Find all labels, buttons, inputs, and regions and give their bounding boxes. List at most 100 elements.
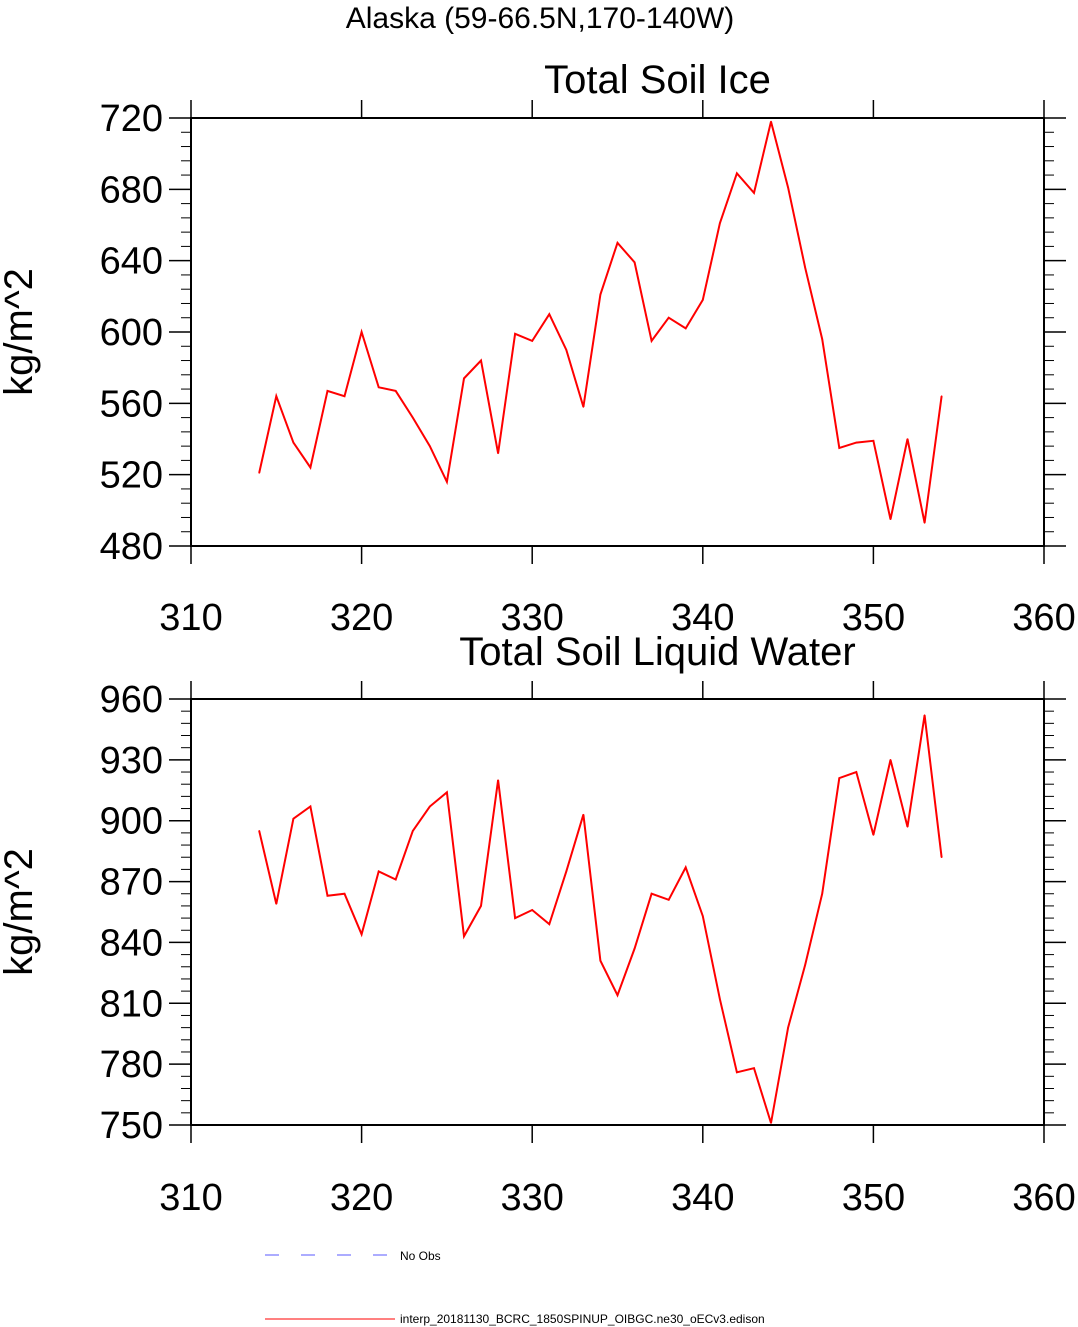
data-point	[429, 445, 431, 447]
data-point	[377, 386, 380, 389]
data-point	[872, 834, 875, 836]
data-point	[855, 441, 858, 444]
data-point	[633, 261, 636, 264]
data-point	[804, 963, 806, 966]
data-point	[633, 947, 636, 950]
chart-title: Total Soil Liquid Water	[459, 630, 855, 674]
data-point	[565, 870, 568, 873]
x-tick-label: 360	[1012, 597, 1075, 639]
data-point	[702, 299, 704, 301]
data-point	[343, 395, 346, 398]
y-tick-label: 900	[100, 801, 163, 843]
data-point	[753, 1067, 755, 1069]
data-point	[258, 830, 261, 832]
panel-total-soil-ice: Total Soil Ice kg/m^2 310 320 330 340 350 360 48…	[0, 58, 1076, 639]
x-tick-label: 350	[842, 1177, 905, 1219]
data-point	[855, 771, 858, 773]
data-point	[446, 791, 448, 794]
data-point	[565, 349, 568, 351]
data-point	[463, 935, 465, 938]
data-point	[411, 830, 414, 832]
x-tick-label: 330	[500, 597, 563, 639]
y-tick-label: 520	[100, 455, 163, 497]
data-point	[411, 416, 414, 419]
data-point	[889, 518, 892, 521]
data-point	[753, 192, 755, 194]
data-point	[258, 472, 261, 474]
data-point	[821, 338, 824, 340]
data-point	[582, 813, 585, 816]
x-tick-label: 340	[671, 1177, 734, 1219]
data-point	[514, 917, 516, 919]
y-axis-label: kg/m^2	[0, 848, 41, 976]
data-point	[531, 340, 533, 342]
y-tick-label: 640	[100, 241, 163, 283]
legend-obs-label: No Obs	[400, 1249, 441, 1263]
y-tick-label: 810	[100, 983, 163, 1025]
data-point	[514, 332, 516, 335]
y-tick-label: 600	[100, 312, 163, 354]
data-point	[684, 327, 687, 330]
data-point	[599, 293, 602, 296]
panel-total-soil-liquid-water: Total Soil Liquid Water kg/m^2 310 320 330 34…	[0, 630, 1076, 1219]
y-tick-label: 960	[100, 679, 163, 721]
data-point	[548, 923, 551, 925]
data-point	[497, 452, 499, 455]
data-point	[275, 395, 278, 398]
y-tick-label: 480	[100, 526, 163, 568]
data-point	[736, 172, 738, 175]
data-point	[463, 377, 465, 380]
data-point	[394, 390, 397, 392]
data-point	[326, 894, 329, 897]
data-point	[582, 406, 585, 408]
data-point	[821, 892, 824, 895]
data-point	[548, 313, 551, 315]
y-tick-label: 720	[100, 98, 163, 140]
data-point	[360, 331, 363, 333]
data-point	[872, 439, 875, 442]
data-point	[497, 779, 499, 781]
x-tick-label: 310	[159, 597, 222, 639]
data-point	[480, 359, 482, 362]
data-point	[360, 933, 363, 936]
data-point	[292, 817, 295, 820]
x-tick-label: 350	[842, 597, 905, 639]
data-point	[616, 242, 619, 244]
data-point	[275, 903, 278, 905]
data-point	[616, 994, 619, 996]
data-point	[343, 892, 346, 895]
data-point	[838, 777, 841, 779]
page-title: Alaska (59-66.5N,170-140W)	[346, 2, 735, 35]
y-tick-label: 560	[100, 383, 163, 425]
y-tick-label: 780	[100, 1044, 163, 1086]
data-point	[394, 878, 397, 881]
chart-title: Total Soil Ice	[544, 58, 771, 102]
data-point	[429, 805, 431, 808]
plot-frame	[190, 698, 1045, 1126]
x-tick-label: 310	[159, 1177, 222, 1219]
x-tick-label: 340	[671, 597, 734, 639]
y-tick-label: 870	[100, 862, 163, 904]
data-point	[787, 1026, 789, 1029]
data-point	[309, 805, 312, 808]
data-point	[599, 959, 602, 962]
x-tick-label: 330	[500, 1177, 563, 1219]
data-point	[531, 909, 533, 911]
y-tick-label: 750	[100, 1105, 163, 1147]
data-point	[770, 120, 772, 123]
data-point	[906, 826, 909, 828]
series-line	[258, 715, 943, 1124]
data-point	[326, 390, 329, 392]
series-line	[258, 121, 943, 523]
data-point	[667, 899, 670, 901]
data-point	[804, 267, 806, 269]
data-point	[889, 759, 892, 761]
legend: No Obs interp_20181130_BCRC_1850SPINUP_O…	[265, 1249, 765, 1326]
data-point	[838, 447, 841, 449]
data-point	[650, 892, 653, 895]
data-point	[770, 1122, 772, 1124]
y-axis-label: kg/m^2	[0, 268, 41, 396]
data-point	[940, 395, 943, 398]
data-point	[736, 1071, 738, 1074]
